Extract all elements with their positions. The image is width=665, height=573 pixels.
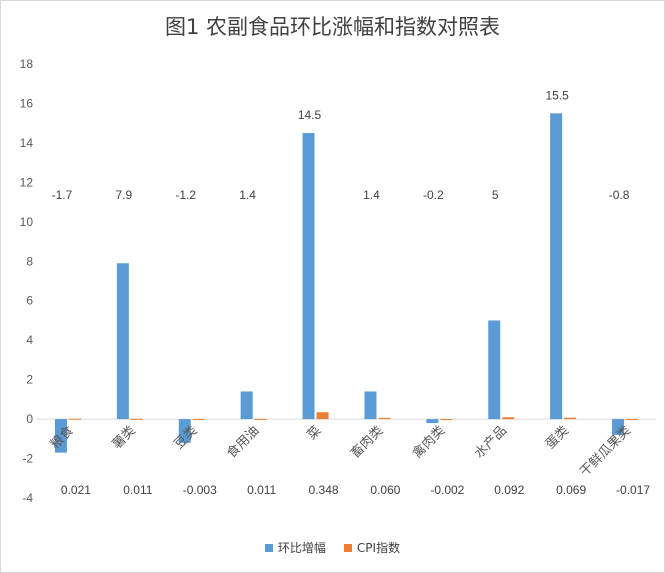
bar-growth-1 bbox=[116, 263, 129, 420]
chart-title: 图1 农副食品环比涨幅和指数对照表 bbox=[164, 15, 501, 39]
x-category-label-9: 干鲜瓜果类 bbox=[577, 423, 634, 480]
x-category-label-8: 蛋类 bbox=[542, 423, 571, 452]
data-label-cpi-7: 0.092 bbox=[494, 483, 524, 497]
legend-swatch-series-2 bbox=[343, 543, 352, 552]
bar-cpi-3 bbox=[254, 418, 267, 420]
y-tick-label-6: 8 bbox=[26, 254, 33, 268]
data-label-growth-1: 7.9 bbox=[116, 188, 133, 202]
data-label-growth-6: -0.2 bbox=[423, 188, 444, 202]
y-tick-label-4: 4 bbox=[26, 333, 33, 347]
bar-cpi-0 bbox=[68, 418, 81, 420]
bars-layer bbox=[54, 113, 639, 453]
x-category-label-1: 薯类 bbox=[109, 423, 138, 452]
y-tick-label-11: 18 bbox=[20, 57, 34, 71]
data-label-growth-7: 5 bbox=[492, 188, 499, 202]
data-label-cpi-4: 0.348 bbox=[309, 483, 339, 497]
y-tick-label-7: 10 bbox=[20, 215, 34, 229]
legend-label-series-2: CPI指数 bbox=[356, 541, 401, 555]
bar-growth-6 bbox=[426, 419, 439, 424]
y-tick-label-9: 14 bbox=[20, 136, 34, 150]
bar-cpi-7 bbox=[502, 417, 515, 420]
bar-cpi-5 bbox=[378, 417, 391, 420]
legend-swatch-series-1 bbox=[264, 543, 273, 552]
x-category-label-6: 禽肉类 bbox=[409, 423, 447, 461]
legend-item-series-2: CPI指数 bbox=[343, 539, 401, 556]
bar-growth-9 bbox=[612, 419, 625, 435]
bar-cpi-6 bbox=[440, 419, 453, 421]
bar-growth-0 bbox=[54, 419, 67, 453]
legend-item-series-1: 环比增幅 bbox=[264, 539, 326, 556]
data-label-growth-2: -1.2 bbox=[175, 188, 196, 202]
data-label-growth-8: 15.5 bbox=[545, 88, 569, 102]
x-category-label-2: 豆类 bbox=[171, 423, 200, 452]
x-category-label-0: 粮食 bbox=[47, 423, 76, 452]
bar-cpi-2 bbox=[192, 419, 205, 421]
x-category-label-4: 菜 bbox=[304, 423, 324, 443]
legend-label-series-1: 环比增幅 bbox=[277, 541, 326, 555]
data-label-cpi-8: 0.069 bbox=[556, 483, 586, 497]
data-label-cpi-0: 0.021 bbox=[61, 483, 91, 497]
bar-cpi-9 bbox=[626, 419, 639, 421]
data-label-cpi-6: -0.002 bbox=[430, 483, 464, 497]
data-label-cpi-9: -0.017 bbox=[616, 483, 650, 497]
bar-growth-8 bbox=[550, 113, 563, 420]
bar-growth-5 bbox=[364, 391, 377, 420]
bar-growth-4 bbox=[302, 133, 315, 420]
y-tick-label-8: 12 bbox=[20, 175, 34, 189]
bar-growth-7 bbox=[488, 320, 501, 420]
bar-growth-2 bbox=[178, 419, 191, 443]
y-tick-label-1: -2 bbox=[22, 452, 33, 466]
y-tick-label-2: 0 bbox=[26, 412, 33, 426]
x-category-label-7: 水产品 bbox=[471, 423, 509, 461]
data-label-growth-4: 14.5 bbox=[298, 108, 322, 122]
y-tick-label-3: 2 bbox=[26, 373, 33, 387]
data-label-growth-5: 1.4 bbox=[363, 188, 380, 202]
bar-cpi-4 bbox=[316, 412, 329, 420]
data-label-cpi-5: 0.060 bbox=[370, 483, 400, 497]
bar-cpi-1 bbox=[130, 418, 143, 420]
x-category-label-3: 食用油 bbox=[224, 423, 262, 461]
data-label-growth-0: -1.7 bbox=[52, 188, 73, 202]
bar-growth-3 bbox=[240, 391, 253, 420]
data-label-growth-3: 1.4 bbox=[239, 188, 256, 202]
data-label-cpi-2: -0.003 bbox=[183, 483, 217, 497]
x-category-label-5: 畜肉类 bbox=[347, 423, 385, 461]
data-label-cpi-3: 0.011 bbox=[247, 483, 276, 497]
y-tick-label-5: 6 bbox=[26, 294, 33, 308]
data-label-growth-9: -0.8 bbox=[609, 188, 630, 202]
bar-cpi-8 bbox=[564, 417, 577, 420]
data-label-cpi-1: 0.011 bbox=[123, 483, 152, 497]
chart-legend: 环比增幅 CPI指数 bbox=[1, 539, 664, 556]
y-tick-label-10: 16 bbox=[20, 96, 34, 110]
y-tick-label-0: -4 bbox=[22, 491, 33, 505]
